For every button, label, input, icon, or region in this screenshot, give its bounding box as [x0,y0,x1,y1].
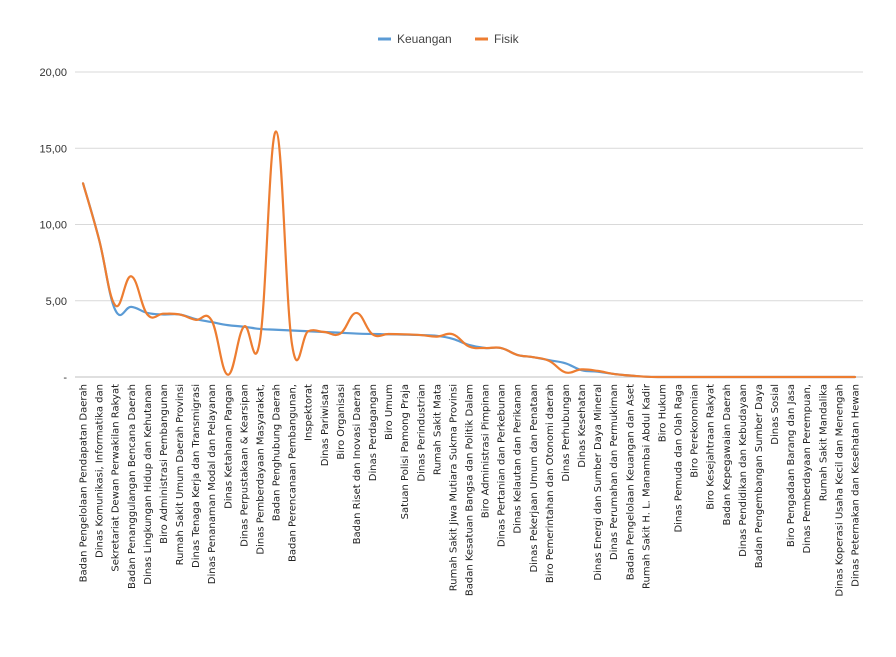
x-tick-label: Biro Perekonomian [690,384,701,478]
x-tick-label: Dinas Perdagangan [368,384,379,481]
x-tick-label: Inspektorat [304,384,315,441]
x-tick-label: Badan Penanggulangan Bencana Daerah [127,384,138,589]
series-line-keuangan [81,182,857,379]
x-tick-label: Dinas Ketahanan Pangan [223,384,234,509]
y-tick-label: 20,00 [39,67,67,79]
legend: Keuangan Fisik [378,32,520,46]
x-tick-label: Dinas Lingkungan Hidup dan Kehutanan [143,384,154,585]
x-tick-label: Rumah Sakit Umum Daerah Provinsi [175,384,186,565]
x-tick-label: Dinas Perhubungan [561,384,572,482]
x-tick-label: Dinas Kesehatan [577,384,588,468]
x-tick-label: Badan Kesatuan Bangsa dan Politik Dalam [465,384,476,596]
x-tick-label: Dinas Pemberdayaan Perempuan, [802,384,813,553]
x-tick-label: Dinas Sosial [770,384,781,445]
series-lines [81,130,857,379]
series-line-fisik [81,130,857,379]
x-tick-label: Dinas Kelautan dan Perikanan [513,384,524,534]
x-tick-label: Dinas Penanaman Modal dan Pelayanan [207,384,218,584]
x-tick-label: Dinas Pariwisata [320,384,331,466]
x-tick-label: Rumah Sakit Mata [432,384,443,475]
x-tick-label: Sekretariat Dewan Perwakilan Rakyat [111,384,122,572]
x-tick-label: Dinas Tenaga Kerja dan Transmigrasi [191,384,202,568]
x-tick-label: Dinas Perpustakaan & Kearsipan [239,384,250,547]
y-tick-label: 15,00 [39,143,67,155]
x-tick-label: Rumah Sakit Mandalika [818,384,829,501]
x-tick-label: Rumah Sakit H. L. Manambai Abdul Kadir [641,383,652,589]
x-tick-label: Dinas Perumahan dan Permukiman [609,384,620,560]
x-tick-label: Dinas Perindustrian [416,384,427,482]
x-tick-label: Badan Pengelolaan Pendapatan Daerah [79,384,90,582]
x-tick-label: Dinas Pertanian dan Perkebunan [497,384,508,547]
x-tick-label: Rumah Sakit Jiwa Mutiara Sukma Provinsi [448,384,459,591]
x-tick-label: Dinas Peternakan dan Kesehatan Hewan [850,384,861,587]
x-tick-label: Biro Hukum [657,384,668,442]
x-tick-label: Dinas Koperasi Usaha Kecil dan Menengah [834,384,845,597]
y-axis-ticks: - 5,00 10,00 15,00 20,00 [39,67,67,384]
x-tick-label: Biro Administrasi Pembangunan [159,384,170,544]
x-tick-label: Biro Administrasi Pimpinan [481,384,492,518]
x-tick-label: Biro Kesejahtraan Rakyat [706,384,717,510]
x-tick-label: Dinas Pekerjaan Umum dan Penataan [529,384,540,573]
y-tick-label: 5,00 [46,296,67,308]
legend-label: Keuangan [397,32,452,46]
y-tick-label: - [63,372,67,384]
x-tick-label: Biro Organisasi [336,384,347,460]
x-tick-label: Badan Kepegawaian Daerah [722,384,733,525]
x-tick-label: Biro Pengadaan Barang dan Jasa [786,384,797,547]
x-tick-label: Dinas Pendidikan dan Kebudayaan [738,384,749,557]
x-tick-label: Biro Pemerintahan dan Otonomi daerah [545,384,556,583]
x-tick-label: Badan Penghubung Daerah [272,384,283,521]
x-tick-label: Badan Perencanaan Pembangunan, [288,384,299,562]
x-tick-label: Dinas Energi dan Sumber Daya Mineral [593,384,604,581]
y-tick-label: 10,00 [39,220,67,232]
x-tick-label: Badan Pengelolaan Keuangan dan Aset [625,384,636,580]
x-tick-label: Badan Riset dan Inovasi Daerah [352,384,363,544]
x-tick-label: Satuan Polisi Pamong Praja [400,384,411,519]
x-tick-label: Dinas Komunikasi, Informatika dan [95,384,106,558]
x-tick-label: Badan Pengembangan Sumber Daya [754,384,765,568]
x-tick-label: Biro Umum [384,384,395,440]
gridlines [75,71,863,378]
x-axis-ticks: Badan Pengelolaan Pendapatan Daerah Dinas… [79,383,862,596]
x-tick-label: Dinas Pemberdayaan Masyarakat, [255,384,266,555]
legend-label: Fisik [494,32,520,46]
x-tick-label: Dinas Pemuda dan Olah Raga [674,384,685,533]
